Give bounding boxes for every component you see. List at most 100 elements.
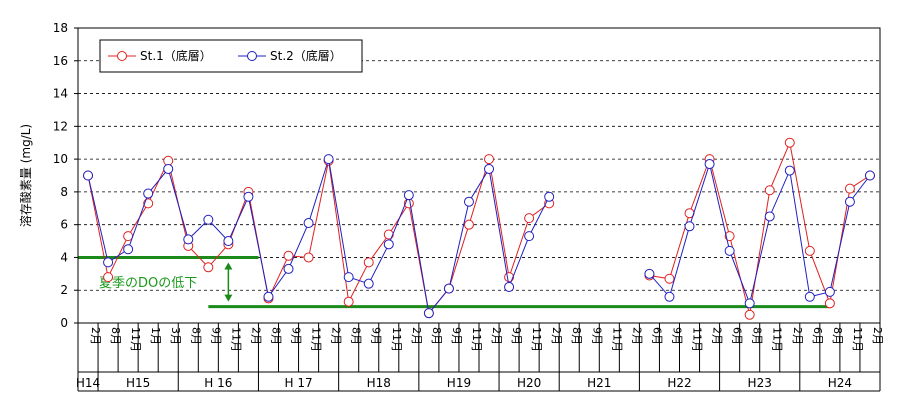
category-label: 9月 <box>670 327 683 345</box>
data-point <box>343 296 354 307</box>
category-label: 6月 <box>650 327 663 345</box>
category-label: 8月 <box>109 327 122 345</box>
data-point <box>463 219 474 230</box>
data-point <box>343 272 354 283</box>
category-label: 8月 <box>430 327 443 345</box>
group-label: H21 <box>587 376 611 390</box>
data-point <box>524 231 535 242</box>
category-label: 2月 <box>871 327 884 345</box>
y-axis: 0 2 4 6 8 10 12 14 16 18 <box>53 21 78 330</box>
group-label: H19 <box>447 376 471 390</box>
data-point <box>163 163 174 174</box>
data-point <box>724 245 735 256</box>
annotation-text: 夏季のDOの低下 <box>99 276 197 291</box>
data-point <box>143 188 154 199</box>
category-label: 8月 <box>189 327 202 345</box>
category-label: 2月 <box>490 327 503 345</box>
category-label: 11月 <box>610 327 623 352</box>
data-point <box>844 183 855 194</box>
data-point <box>544 191 555 202</box>
category-label: 2月 <box>89 327 102 345</box>
data-point <box>363 278 374 289</box>
category-label: 11月 <box>851 327 864 352</box>
data-point <box>163 155 174 166</box>
y-tick-label: 2 <box>60 283 68 297</box>
category-label: 11月 <box>129 327 142 352</box>
data-point <box>443 283 454 294</box>
category-label: 9月 <box>450 327 463 345</box>
data-point <box>423 308 434 319</box>
series-2 <box>83 154 875 319</box>
category-label: 1月 <box>149 327 162 345</box>
data-point <box>684 221 695 232</box>
series-group <box>83 137 875 320</box>
category-label: 8月 <box>570 327 583 345</box>
category-label: 6月 <box>731 327 744 345</box>
legend-label: St.2（底層） <box>270 48 342 63</box>
legend-box <box>99 39 363 73</box>
y-tick-label: 10 <box>53 152 68 166</box>
data-point <box>283 263 294 274</box>
legend-marker <box>247 51 257 61</box>
category-label: 2月 <box>630 327 643 345</box>
group-label: H18 <box>367 376 391 390</box>
category-label: 2月 <box>791 327 804 345</box>
group-label: H 16 <box>204 376 232 390</box>
legend-label: St.1（底層） <box>140 48 212 63</box>
category-label: 6月 <box>811 327 824 345</box>
data-point <box>203 262 214 273</box>
data-point <box>804 245 815 256</box>
data-point <box>303 218 314 229</box>
data-point <box>383 239 394 250</box>
data-point <box>103 257 114 268</box>
category-label: 2月 <box>249 327 262 345</box>
data-point <box>764 185 775 196</box>
category-label: 8月 <box>751 327 764 345</box>
y-tick-label: 12 <box>53 119 68 133</box>
data-point <box>484 154 495 165</box>
category-label: 11月 <box>691 327 704 352</box>
category-label: 9月 <box>590 327 603 345</box>
y-tick-label: 8 <box>60 185 68 199</box>
data-point <box>664 291 675 302</box>
category-label: 8月 <box>831 327 844 345</box>
data-point <box>463 196 474 207</box>
category-label: 9月 <box>370 327 383 345</box>
series-line <box>87 158 550 315</box>
group-label: H20 <box>517 376 541 390</box>
y-tick-label: 16 <box>53 54 68 68</box>
group-label: H22 <box>667 376 691 390</box>
arrow-down-head <box>224 294 233 302</box>
y-tick-label: 14 <box>53 87 68 101</box>
legend-item: St.2（底層） <box>238 48 342 63</box>
category-label: 11月 <box>390 327 403 352</box>
group-label: H15 <box>126 376 150 390</box>
x-axis: 2月 8月 11月 1月 3月 8月 9月 11月 2月 8月 9月 11月 2月 8月 9月 11月 2月 8月… <box>76 323 884 392</box>
category-label: 9月 <box>209 327 222 345</box>
data-point <box>323 154 334 165</box>
category-label: 2月 <box>410 327 423 345</box>
data-point <box>724 231 735 242</box>
data-point <box>744 298 755 309</box>
legend: St.1（底層） St.2（底層） <box>99 39 363 73</box>
data-point <box>744 309 755 320</box>
category-label: 8月 <box>269 327 282 345</box>
data-point <box>303 252 314 263</box>
data-point <box>844 196 855 207</box>
data-point <box>123 244 134 255</box>
data-point <box>183 234 194 245</box>
category-label: 11月 <box>771 327 784 352</box>
data-point <box>203 214 214 225</box>
arrow-up-head <box>224 262 233 270</box>
category-label: 2月 <box>330 327 343 345</box>
category-label: 11月 <box>470 327 483 352</box>
category-label: 11月 <box>310 327 323 352</box>
y-tick-label: 4 <box>60 250 68 264</box>
data-point <box>403 190 414 201</box>
category-label: 9月 <box>510 327 523 345</box>
series-line <box>649 162 871 306</box>
data-point <box>664 273 675 284</box>
data-point <box>103 272 114 283</box>
y-tick-label: 0 <box>60 316 68 330</box>
